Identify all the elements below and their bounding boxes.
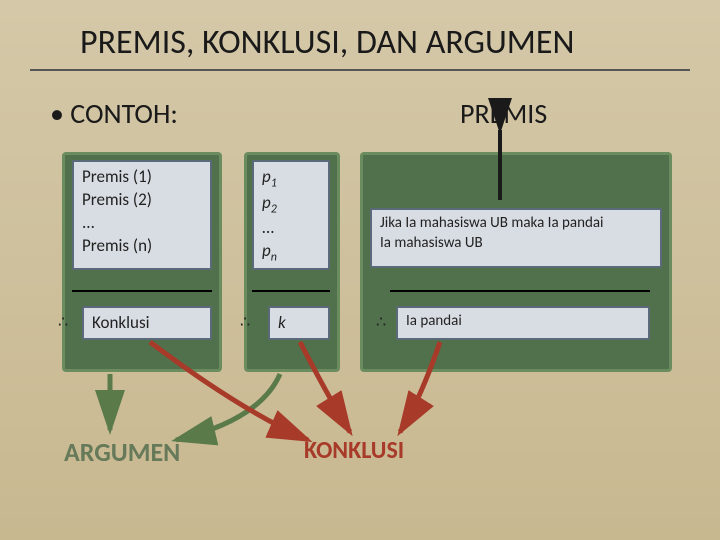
arrow-box2-to-argumen — [176, 374, 280, 440]
pn: p — [262, 240, 271, 261]
konklusi-label: KONKLUSI — [304, 436, 404, 465]
box1-separator — [72, 290, 212, 292]
argumen-label: ARGUMEN — [64, 436, 180, 468]
box3-separator — [390, 290, 650, 292]
box3-premises: Jika Ia mahasiswa UB maka Ia pandai Ia m… — [370, 208, 662, 268]
p1: p — [262, 166, 271, 187]
sn: n — [271, 250, 277, 264]
premis-heading: PREMIS — [460, 96, 547, 131]
therefore-2: ∴ — [240, 312, 250, 332]
box2-premises: p1 p2 ... pn — [252, 160, 330, 270]
box2-separator — [252, 290, 330, 292]
slide-title: PREMIS, KONKLUSI, DAN ARGUMEN — [30, 0, 690, 71]
s1: 1 — [271, 176, 277, 190]
s2: 2 — [271, 202, 277, 216]
therefore-3: ∴ — [376, 312, 386, 332]
box1-conclusion: Konklusi — [82, 306, 212, 340]
dots: ... — [262, 217, 275, 238]
contoh-label: • CONTOH: — [50, 96, 178, 131]
therefore-1: ∴ — [58, 312, 68, 332]
box3-conclusion: Ia pandai — [396, 306, 650, 340]
box2-conclusion: k — [268, 306, 330, 340]
box1-premises: Premis (1) Premis (2) ... Premis (n) — [72, 160, 212, 270]
p2: p — [262, 192, 271, 213]
